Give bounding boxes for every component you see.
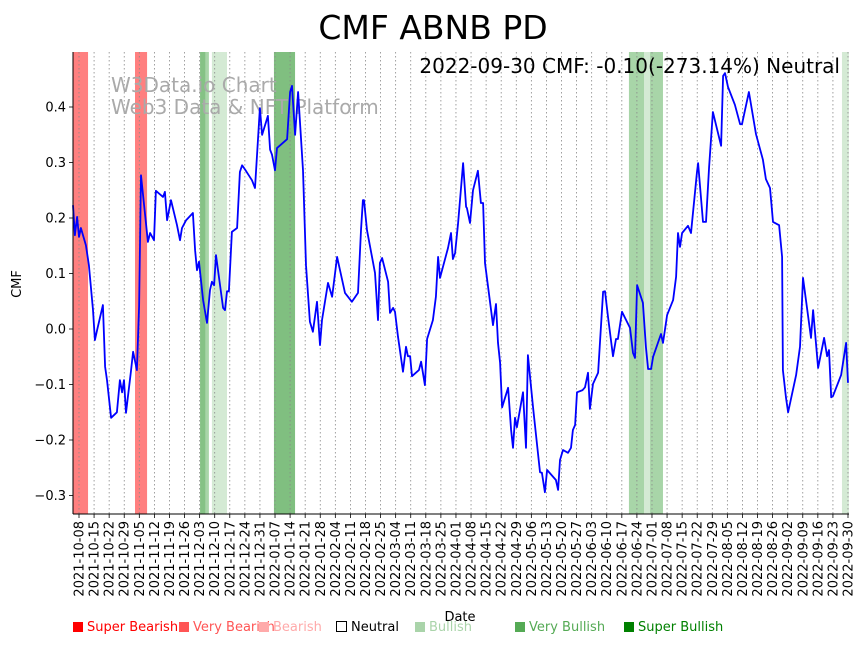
legend-swatch xyxy=(179,622,189,632)
x-tick-label: 2022-09-16 xyxy=(811,521,826,597)
x-tick-label: 2022-03-04 xyxy=(389,521,404,597)
x-tick-label: 2022-03-25 xyxy=(434,521,449,597)
x-axis-label: Date xyxy=(444,610,475,625)
watermark-line-1: W3Data.io Chart xyxy=(111,73,277,97)
y-tick-label: −0.3 xyxy=(34,489,66,504)
x-tick-label: 2022-04-15 xyxy=(480,521,495,597)
legend-item: Super Bullish xyxy=(624,620,723,635)
x-tick-label: 2022-08-12 xyxy=(736,521,751,597)
x-tick-label: 2022-09-09 xyxy=(796,521,811,597)
x-tick-label: 2022-02-25 xyxy=(374,521,389,597)
x-tick-label: 2022-07-15 xyxy=(676,521,691,597)
x-tick-label: 2022-02-11 xyxy=(344,521,359,597)
x-tick-label: 2021-10-22 xyxy=(103,521,118,597)
x-tick-label: 2022-07-01 xyxy=(645,521,660,597)
x-tick-label: 2021-10-29 xyxy=(118,521,133,597)
watermark-line-2: Web3 Data & NFT Platform xyxy=(111,95,379,119)
y-tick-label: 0.1 xyxy=(45,267,66,282)
y-tick-label: 0.0 xyxy=(45,323,66,338)
y-tick-label: −0.2 xyxy=(34,434,66,449)
cmf-series-line xyxy=(72,72,849,494)
legend-item: Bearish xyxy=(259,620,322,635)
x-tick-label: 2022-09-02 xyxy=(781,521,796,597)
x-tick-label: 2022-06-17 xyxy=(615,521,630,597)
signal-band xyxy=(273,52,296,514)
legend-label: Bullish xyxy=(429,620,473,635)
y-tick-label: 0.2 xyxy=(45,212,66,227)
x-tick-label: 2022-01-07 xyxy=(269,521,284,597)
legend-label: Very Bearish xyxy=(193,620,275,635)
legend-swatch xyxy=(336,621,347,632)
x-tick-label: 2022-07-08 xyxy=(661,521,676,597)
y-tick-label: −0.1 xyxy=(34,378,66,393)
legend-label: Very Bullish xyxy=(529,620,606,635)
legend-item: Very Bullish xyxy=(515,620,605,635)
legend-label: Super Bearish xyxy=(87,620,179,635)
x-tick-label: 2021-11-26 xyxy=(178,521,193,597)
legend-swatch xyxy=(515,622,525,632)
chart-title: CMF ABNB PD xyxy=(318,8,547,47)
x-tick-label: 2022-04-08 xyxy=(465,521,480,597)
cmf-annotation: 2022-09-30 CMF: -0.10(-273.14%) Neutral xyxy=(419,54,840,78)
x-tick-label: 2022-02-04 xyxy=(329,521,344,597)
legend-item: Neutral xyxy=(336,620,399,635)
x-tick-label: 2022-06-24 xyxy=(630,521,645,597)
x-tick-label: 2022-04-22 xyxy=(495,521,510,597)
x-tick-label: 2022-04-29 xyxy=(510,521,525,597)
x-tick-label: 2022-08-05 xyxy=(721,521,736,597)
x-tick-label: 2022-08-26 xyxy=(766,521,781,597)
legend-label: Super Bullish xyxy=(638,620,724,635)
x-tick-label: 2022-03-11 xyxy=(404,521,419,597)
x-tick-label: 2022-05-06 xyxy=(525,521,540,597)
y-axis-label: CMF xyxy=(10,270,25,298)
legend-item: Super Bearish xyxy=(73,620,178,635)
signal-band xyxy=(644,52,651,514)
signal-band xyxy=(73,52,89,514)
legend-swatch xyxy=(73,622,83,632)
x-tick-label: 2022-07-22 xyxy=(691,521,706,597)
x-tick-label: 2022-09-23 xyxy=(826,521,841,597)
x-tick-label: 2021-12-24 xyxy=(238,521,253,597)
legend-swatch xyxy=(624,622,634,632)
legend-item: Bullish xyxy=(415,620,472,635)
x-tick-label: 2022-01-14 xyxy=(284,521,299,597)
x-tick-label: 2021-11-19 xyxy=(163,521,178,597)
y-tick-label: 0.3 xyxy=(45,156,66,171)
x-tick-label: 2021-10-15 xyxy=(88,521,103,597)
legend-item: Very Bearish xyxy=(179,620,275,635)
y-tick-label: 0.4 xyxy=(45,101,66,116)
x-tick-label: 2022-08-19 xyxy=(751,521,766,597)
x-tick-label: 2021-11-12 xyxy=(148,521,163,597)
x-tick-label: 2022-05-13 xyxy=(540,521,555,597)
x-tick-label: 2022-01-21 xyxy=(299,521,314,597)
signal-band xyxy=(628,52,645,514)
x-tick-label: 2022-05-27 xyxy=(570,521,585,597)
legend-swatch xyxy=(415,622,425,632)
signal-band xyxy=(200,52,206,514)
x-tick-label: 2021-11-05 xyxy=(133,521,148,597)
x-tick-label: 2022-07-29 xyxy=(706,521,721,597)
x-tick-label: 2021-10-08 xyxy=(73,521,88,597)
x-tick-label: 2022-03-18 xyxy=(419,521,434,597)
x-tick-label: 2021-12-31 xyxy=(253,521,268,597)
legend-swatch xyxy=(259,622,269,632)
x-tick-label: 2022-06-10 xyxy=(600,521,615,597)
x-tick-label: 2022-06-03 xyxy=(585,521,600,597)
x-tick-label: 2021-12-10 xyxy=(208,521,223,597)
signal-band xyxy=(841,52,849,514)
x-tick-label: 2022-09-30 xyxy=(842,521,857,597)
signal-band xyxy=(650,52,663,514)
legend-label: Neutral xyxy=(351,620,399,635)
x-tick-label: 2021-12-17 xyxy=(223,521,238,597)
x-tick-label: 2022-04-01 xyxy=(449,521,464,597)
legend-label: Bearish xyxy=(273,620,322,635)
x-tick-label: 2021-12-03 xyxy=(193,521,208,597)
signal-band xyxy=(205,52,209,514)
signal-band xyxy=(135,52,148,514)
x-tick-label: 2022-02-18 xyxy=(359,521,374,597)
x-tick-label: 2022-01-28 xyxy=(314,521,329,597)
x-tick-label: 2022-05-20 xyxy=(555,521,570,597)
